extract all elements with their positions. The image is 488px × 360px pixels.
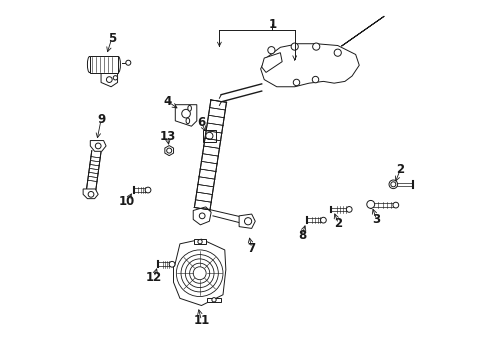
Polygon shape — [86, 151, 101, 192]
Circle shape — [145, 187, 151, 193]
Circle shape — [293, 79, 299, 86]
Polygon shape — [392, 183, 412, 186]
Circle shape — [205, 132, 212, 139]
Circle shape — [346, 207, 351, 212]
Ellipse shape — [185, 118, 189, 124]
Text: 13: 13 — [159, 130, 175, 143]
Ellipse shape — [87, 57, 92, 73]
Polygon shape — [158, 262, 172, 266]
Circle shape — [366, 201, 374, 208]
Ellipse shape — [187, 105, 191, 111]
Circle shape — [193, 267, 206, 280]
Text: 1: 1 — [268, 18, 276, 31]
Text: 9: 9 — [97, 113, 105, 126]
Circle shape — [267, 46, 274, 54]
Polygon shape — [239, 214, 255, 228]
Polygon shape — [134, 188, 148, 192]
Circle shape — [106, 77, 112, 82]
Circle shape — [189, 263, 209, 283]
Polygon shape — [194, 100, 226, 210]
Circle shape — [125, 60, 131, 65]
Text: 4: 4 — [163, 95, 171, 108]
Circle shape — [166, 148, 171, 153]
Text: 2: 2 — [396, 163, 404, 176]
Text: 12: 12 — [146, 271, 162, 284]
Text: 8: 8 — [297, 229, 305, 242]
Polygon shape — [261, 53, 282, 72]
Circle shape — [181, 255, 218, 292]
Text: 3: 3 — [372, 213, 380, 226]
Circle shape — [185, 259, 214, 288]
Text: 11: 11 — [193, 314, 209, 327]
Polygon shape — [175, 105, 196, 126]
Circle shape — [333, 49, 341, 56]
Polygon shape — [90, 140, 106, 151]
Polygon shape — [193, 207, 211, 225]
Circle shape — [198, 239, 202, 244]
Circle shape — [312, 43, 319, 50]
Circle shape — [320, 217, 325, 223]
Text: 5: 5 — [107, 32, 116, 45]
Circle shape — [95, 143, 101, 149]
Circle shape — [169, 261, 175, 267]
Text: 10: 10 — [119, 195, 135, 208]
Circle shape — [113, 76, 117, 80]
Circle shape — [290, 43, 298, 50]
Circle shape — [182, 109, 190, 118]
Text: 6: 6 — [197, 116, 205, 129]
Circle shape — [392, 202, 398, 208]
Polygon shape — [260, 44, 359, 87]
Polygon shape — [89, 57, 118, 73]
Polygon shape — [306, 219, 323, 222]
Polygon shape — [203, 130, 215, 142]
Circle shape — [244, 218, 251, 225]
Polygon shape — [101, 73, 117, 87]
Circle shape — [199, 213, 204, 219]
Circle shape — [88, 192, 94, 197]
Text: 7: 7 — [247, 242, 255, 255]
Polygon shape — [206, 298, 221, 302]
Ellipse shape — [116, 57, 120, 73]
Text: 2: 2 — [334, 217, 342, 230]
Circle shape — [211, 298, 216, 302]
Circle shape — [388, 180, 397, 189]
Circle shape — [176, 250, 223, 297]
Polygon shape — [330, 208, 348, 211]
Polygon shape — [173, 239, 225, 306]
Polygon shape — [370, 203, 395, 207]
Polygon shape — [341, 16, 384, 46]
Circle shape — [312, 76, 318, 83]
Polygon shape — [164, 145, 173, 156]
Polygon shape — [194, 239, 205, 244]
Polygon shape — [83, 189, 98, 199]
Circle shape — [390, 182, 395, 187]
